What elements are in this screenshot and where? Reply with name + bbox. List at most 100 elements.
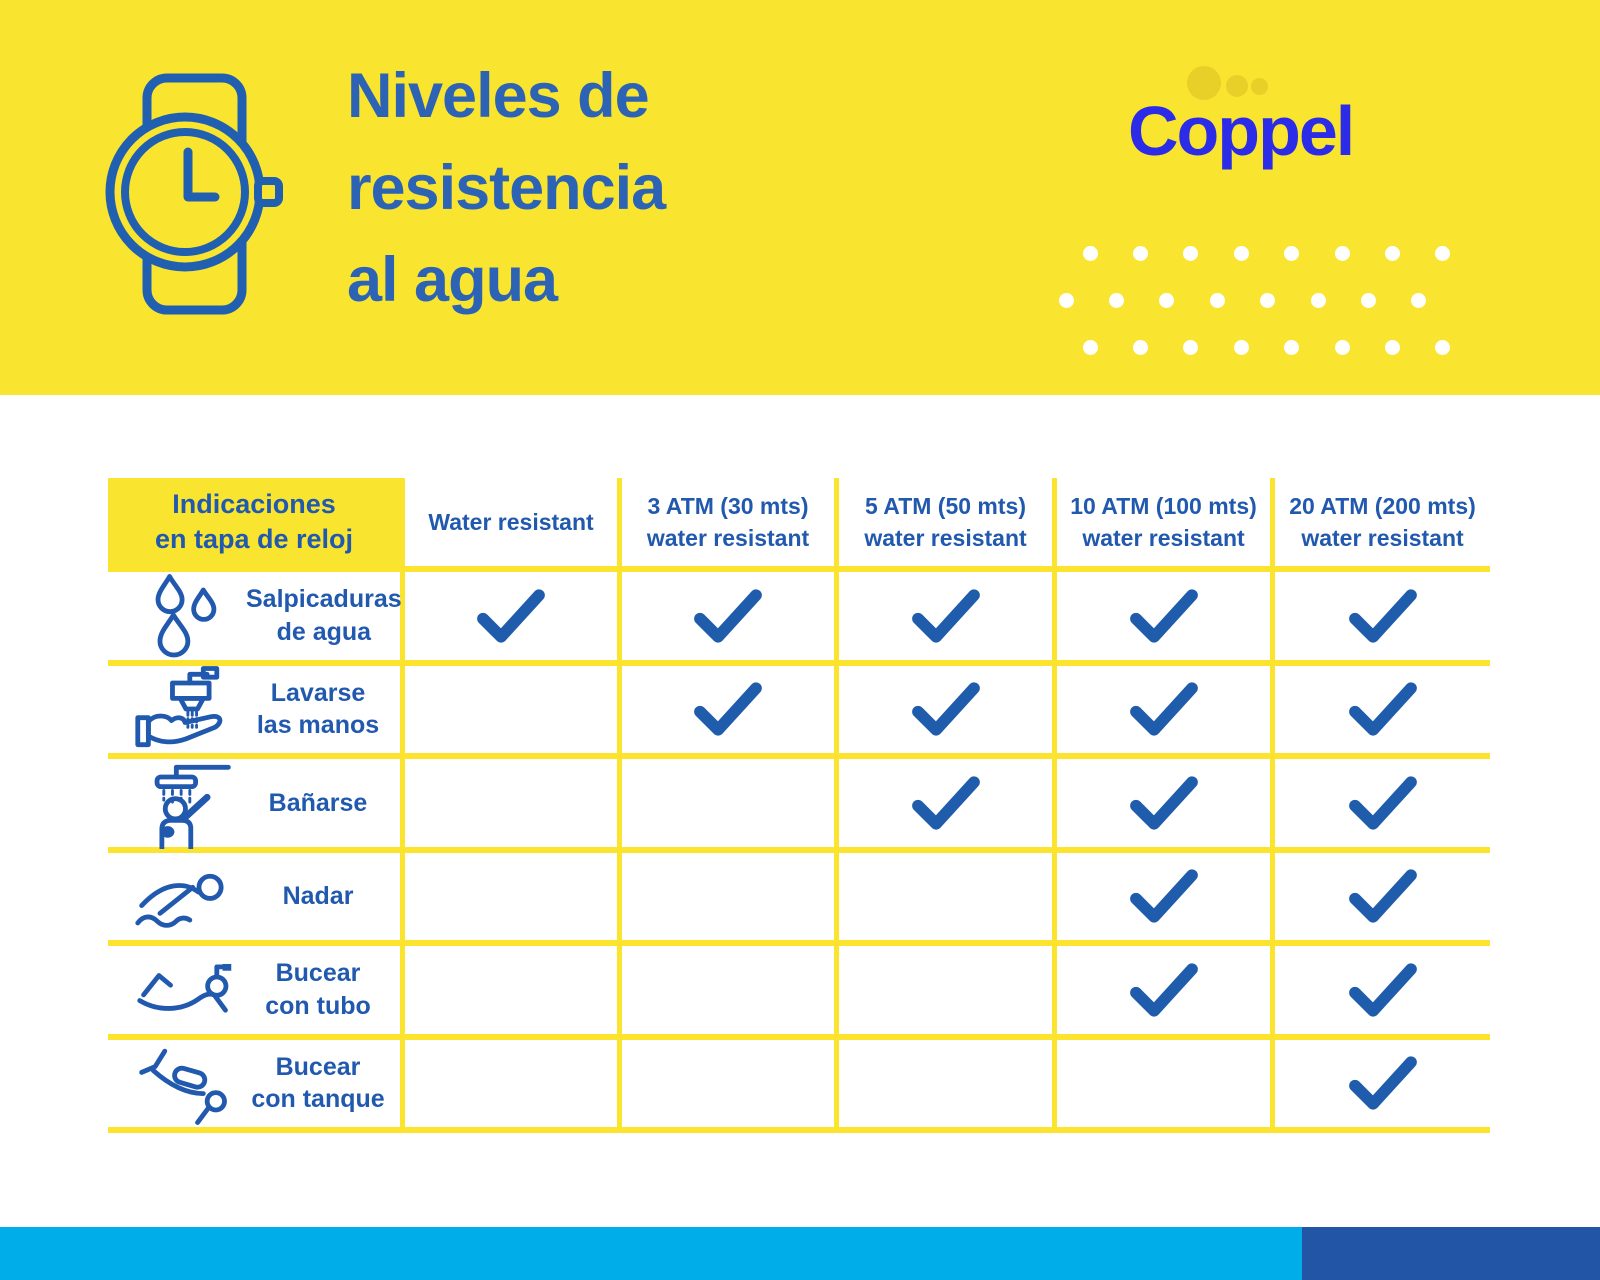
check-cell (1057, 572, 1275, 666)
white-dot (1132, 339, 1148, 355)
white-dot (1334, 339, 1350, 355)
check-cell (1275, 1040, 1490, 1133)
activity-cell: Nadar (108, 850, 405, 946)
resistance-table: Indicaciones en tapa de reloj Water resis… (108, 478, 1490, 1133)
white-dot (1411, 292, 1427, 308)
check-icon (911, 776, 980, 830)
scuba-icon (124, 1037, 246, 1129)
activity-label: Bucear con tanque (251, 1052, 385, 1114)
check-icon (477, 589, 545, 643)
check-icon (1129, 869, 1198, 923)
empty-cell (405, 852, 622, 946)
check-cell (405, 572, 622, 666)
check-cell (1275, 572, 1490, 666)
check-icon (1129, 963, 1198, 1017)
empty-cell (405, 1039, 622, 1133)
white-dot (1183, 245, 1199, 261)
check-cell (1275, 946, 1490, 1040)
page-title: Niveles de resistencia al agua (347, 61, 666, 315)
column-header: 5 ATM (50 mts) water resistant (839, 478, 1057, 572)
activity-cell: Lavarse las manos (108, 663, 405, 759)
check-cell (1057, 852, 1275, 946)
check-cell (1057, 665, 1275, 759)
activity-label: Nadar (282, 882, 354, 910)
white-dot (1233, 339, 1249, 355)
empty-cell (839, 852, 1057, 946)
column-header: 10 ATM (100 mts) water resistant (1057, 478, 1275, 572)
empty-cell (839, 1039, 1057, 1133)
check-cell (1057, 759, 1275, 853)
column-header: Water resistant (405, 478, 622, 572)
check-icon (1348, 963, 1417, 1017)
activity-label: Lavarse las manos (256, 678, 380, 740)
brand-dot-large-icon (1187, 66, 1221, 100)
check-cell (839, 572, 1057, 666)
white-dot (1159, 292, 1175, 308)
check-icon (911, 682, 980, 736)
footer-bar-blue (1302, 1227, 1600, 1280)
brand-dot-small-icon (1251, 78, 1268, 95)
white-dot (1384, 339, 1400, 355)
swimmer-icon (124, 850, 246, 942)
activity-label: Salpicaduras de agua (246, 585, 402, 646)
white-dot (1284, 245, 1300, 261)
white-dot (1260, 292, 1276, 308)
empty-cell (622, 1039, 839, 1133)
activity-cell: Bañarse (108, 759, 405, 853)
activity-cell: Salpicaduras de agua (108, 572, 405, 666)
white-dot (1384, 245, 1400, 261)
white-dot (1284, 339, 1300, 355)
column-header: 20 ATM (200 mts) water resistant (1275, 478, 1490, 572)
hand-wash-icon (124, 663, 246, 755)
white-dot (1209, 292, 1225, 308)
empty-cell (622, 946, 839, 1040)
white-dot (1435, 245, 1451, 261)
check-cell (839, 759, 1057, 853)
watch-icon (105, 73, 283, 315)
check-cell (622, 665, 839, 759)
column-header: 3 ATM (30 mts) water resistant (622, 478, 839, 572)
white-dot (1360, 292, 1376, 308)
empty-cell (839, 946, 1057, 1040)
white-dot (1334, 245, 1350, 261)
empty-cell (405, 665, 622, 759)
table-corner-header: Indicaciones en tapa de reloj (108, 478, 405, 572)
empty-cell (622, 759, 839, 853)
empty-cell (622, 852, 839, 946)
check-cell (839, 665, 1057, 759)
snorkel-icon (124, 944, 246, 1036)
activity-label: Bucear con tubo (265, 959, 371, 1020)
footer-bar-cyan (0, 1227, 1302, 1280)
water-drops-icon (124, 570, 246, 662)
check-icon (1129, 776, 1198, 830)
check-cell (1057, 946, 1275, 1040)
check-icon (1348, 776, 1417, 830)
white-dot (1310, 292, 1326, 308)
check-icon (1129, 589, 1198, 643)
check-icon (1348, 682, 1417, 736)
check-cell (1275, 666, 1490, 759)
coppel-logo: Coppel (1128, 92, 1355, 170)
check-icon (1348, 589, 1417, 643)
white-dot (1108, 292, 1124, 308)
check-cell (1275, 759, 1490, 853)
white-dot (1082, 245, 1098, 261)
activity-label: Bañarse (268, 788, 368, 817)
header-band: Niveles de resistencia al agua Coppel (0, 0, 1600, 395)
check-icon (694, 589, 762, 643)
white-dot (1183, 339, 1199, 355)
white-dot (1082, 339, 1098, 355)
empty-cell (405, 946, 622, 1040)
check-cell (622, 572, 839, 666)
empty-cell (1057, 1039, 1275, 1133)
check-icon (911, 589, 980, 643)
brand-dot-medium-icon (1226, 75, 1248, 97)
white-dot (1132, 245, 1148, 261)
check-icon (1348, 1056, 1417, 1110)
check-icon (1348, 869, 1417, 923)
activity-cell: Bucear con tubo (108, 946, 405, 1040)
check-icon (694, 682, 762, 736)
check-icon (1129, 682, 1198, 736)
white-dot (1058, 292, 1074, 308)
